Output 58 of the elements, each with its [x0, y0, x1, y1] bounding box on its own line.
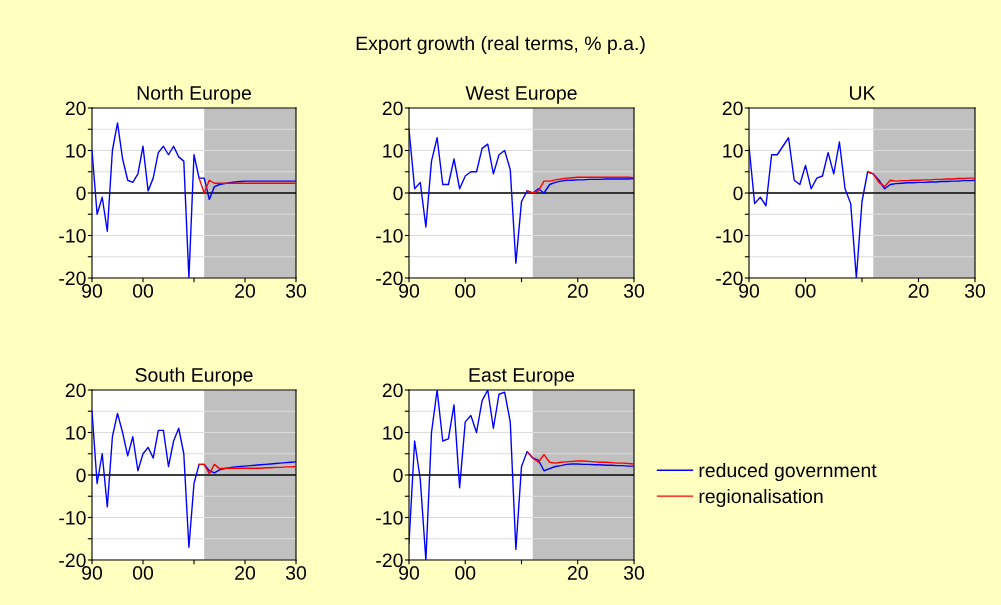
chart-title: South Europe	[135, 367, 253, 386]
x-tick-label: 20	[235, 566, 256, 580]
x-tick-label: 90	[399, 566, 420, 580]
x-tick-label: 20	[567, 284, 588, 298]
y-tick-label: 0	[76, 186, 86, 201]
line-series	[526, 450, 634, 465]
y-tick-label: 10	[66, 143, 86, 158]
y-tick-label: 20	[65, 383, 86, 398]
x-tick-label: 20	[908, 284, 929, 298]
y-tick-label: -10	[59, 510, 86, 525]
y-tick-label: 10	[383, 143, 403, 158]
x-tick-label: 00	[455, 566, 476, 580]
y-tick-label: 0	[393, 186, 403, 201]
x-tick-label: 30	[623, 566, 645, 580]
x-tick-label: 90	[739, 284, 760, 298]
y-tick-label: -20	[376, 271, 403, 286]
y-tick-label: -20	[716, 271, 743, 286]
legend-label: regionalisation	[699, 488, 823, 508]
x-tick-label: 30	[964, 284, 986, 298]
y-tick-label: 20	[65, 101, 86, 116]
line-series	[198, 177, 296, 194]
x-tick-label: 00	[795, 284, 816, 298]
x-tick-label: 20	[567, 566, 588, 580]
y-tick-label: -10	[376, 228, 403, 243]
y-tick-label: 20	[722, 101, 743, 116]
x-tick-label: 30	[285, 284, 307, 298]
y-tick-label: -20	[59, 553, 86, 568]
y-tick-label: 20	[382, 101, 403, 116]
line-series	[526, 176, 634, 194]
y-tick-label: 0	[733, 186, 743, 201]
x-tick-label: 20	[235, 284, 256, 298]
y-tick-label: 10	[383, 425, 403, 440]
x-tick-label: 90	[82, 566, 103, 580]
chart-title: West Europe	[465, 86, 577, 104]
y-tick-label: -20	[59, 271, 86, 286]
y-tick-label: 10	[723, 143, 743, 158]
y-tick-label: -10	[376, 510, 403, 525]
x-tick-label: 00	[455, 284, 476, 298]
chart-title: UK	[849, 86, 876, 100]
x-tick-label: 30	[623, 284, 645, 298]
chart-title: East Europe	[469, 368, 575, 386]
line-series	[198, 463, 296, 475]
x-tick-label: 90	[82, 284, 103, 298]
x-tick-label: 90	[399, 284, 420, 298]
y-tick-label: 0	[393, 468, 403, 483]
y-tick-label: -20	[376, 553, 403, 568]
x-tick-label: 00	[132, 566, 154, 580]
legend-label: reduced government	[699, 462, 877, 482]
y-tick-label: 20	[382, 383, 403, 398]
text: Export growth (real terms, % p.a.)	[356, 35, 645, 55]
line-series	[866, 171, 975, 188]
y-tick-label: -10	[59, 228, 86, 243]
y-tick-label: 0	[76, 468, 86, 483]
x-tick-label: 30	[285, 566, 307, 580]
y-tick-label: -10	[716, 228, 743, 243]
y-tick-label: 10	[66, 425, 86, 440]
x-tick-label: 00	[132, 284, 154, 298]
chart-title: North Europe	[137, 85, 251, 104]
